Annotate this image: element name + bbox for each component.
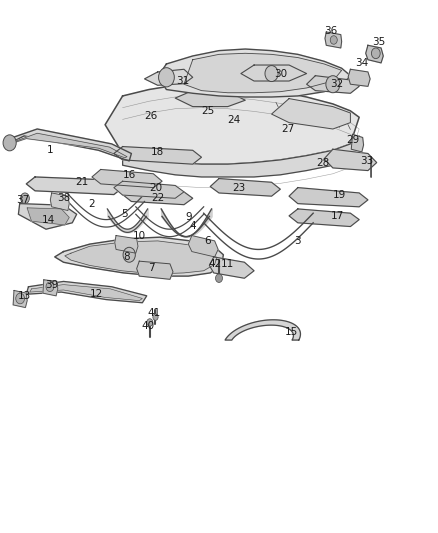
Polygon shape [65, 241, 217, 274]
Text: 31: 31 [177, 76, 190, 86]
Text: 6: 6 [205, 236, 212, 246]
Polygon shape [175, 91, 245, 107]
Text: 30: 30 [274, 69, 287, 78]
Polygon shape [105, 84, 359, 164]
Text: 11: 11 [221, 259, 234, 269]
Text: 41: 41 [148, 309, 161, 318]
Text: 36: 36 [324, 26, 337, 36]
Polygon shape [184, 53, 342, 93]
Text: 7: 7 [148, 263, 155, 272]
Polygon shape [4, 129, 131, 161]
Text: 25: 25 [201, 106, 215, 116]
Text: 4: 4 [189, 221, 196, 231]
Polygon shape [241, 65, 307, 81]
Text: 28: 28 [317, 158, 330, 167]
Text: 29: 29 [346, 135, 359, 144]
Text: 35: 35 [372, 37, 385, 46]
Text: 38: 38 [57, 193, 70, 203]
Polygon shape [50, 193, 69, 211]
Text: 10: 10 [133, 231, 146, 240]
Text: 24: 24 [228, 115, 241, 125]
Text: 1: 1 [47, 146, 54, 155]
Polygon shape [289, 209, 359, 227]
Text: 34: 34 [355, 58, 368, 68]
Text: 12: 12 [90, 289, 103, 299]
Polygon shape [209, 257, 254, 278]
Text: 15: 15 [285, 327, 298, 336]
Text: 18: 18 [151, 147, 164, 157]
Polygon shape [13, 290, 27, 308]
Polygon shape [43, 280, 58, 296]
Circle shape [326, 76, 340, 93]
Polygon shape [55, 237, 223, 276]
Polygon shape [26, 177, 123, 195]
Text: 2: 2 [88, 199, 95, 208]
Text: 19: 19 [333, 190, 346, 199]
Circle shape [3, 135, 16, 151]
Circle shape [159, 68, 174, 87]
Circle shape [21, 193, 29, 204]
Circle shape [153, 314, 158, 320]
Circle shape [46, 282, 54, 292]
Polygon shape [27, 208, 69, 225]
Circle shape [265, 66, 278, 82]
Polygon shape [324, 149, 377, 171]
Text: 13: 13 [18, 291, 31, 301]
Text: 5: 5 [121, 209, 128, 219]
Circle shape [371, 48, 380, 59]
Circle shape [330, 36, 337, 44]
Text: 26: 26 [145, 111, 158, 121]
Polygon shape [26, 281, 147, 303]
Text: 23: 23 [232, 183, 245, 192]
Text: 22: 22 [151, 193, 164, 203]
Polygon shape [114, 147, 201, 164]
Polygon shape [30, 285, 142, 301]
Polygon shape [114, 181, 184, 198]
Text: 42: 42 [209, 259, 222, 269]
Polygon shape [9, 133, 127, 158]
Polygon shape [137, 261, 173, 279]
Text: 39: 39 [45, 280, 58, 290]
Text: 40: 40 [141, 321, 155, 331]
Polygon shape [115, 236, 138, 253]
Circle shape [215, 274, 223, 282]
Polygon shape [145, 69, 193, 85]
Text: 9: 9 [185, 213, 192, 222]
Text: 3: 3 [294, 236, 301, 246]
Text: 17: 17 [331, 211, 344, 221]
Polygon shape [325, 32, 342, 48]
Circle shape [123, 247, 135, 262]
Polygon shape [351, 134, 364, 152]
Polygon shape [366, 45, 383, 63]
Polygon shape [289, 188, 368, 207]
Polygon shape [188, 236, 218, 257]
Polygon shape [123, 136, 359, 177]
Polygon shape [210, 179, 280, 196]
Polygon shape [18, 204, 77, 229]
Polygon shape [225, 320, 300, 340]
Text: 21: 21 [76, 177, 89, 187]
Polygon shape [348, 69, 370, 86]
Text: 20: 20 [149, 183, 162, 192]
Text: 8: 8 [123, 252, 130, 262]
Text: 14: 14 [42, 215, 55, 224]
Text: 27: 27 [282, 124, 295, 134]
Polygon shape [272, 99, 350, 129]
Circle shape [147, 319, 153, 326]
Circle shape [16, 293, 25, 304]
Polygon shape [123, 188, 193, 205]
Polygon shape [307, 76, 359, 93]
Polygon shape [92, 169, 162, 188]
Text: 16: 16 [123, 170, 136, 180]
Text: 37: 37 [16, 195, 29, 205]
Text: 33: 33 [360, 156, 374, 166]
Polygon shape [158, 49, 350, 97]
Text: 32: 32 [330, 79, 343, 89]
